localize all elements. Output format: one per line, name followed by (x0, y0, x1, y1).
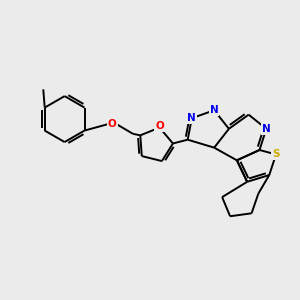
Text: O: O (155, 121, 164, 131)
Text: S: S (272, 149, 280, 159)
Text: N: N (210, 105, 219, 115)
Text: N: N (188, 113, 196, 123)
Text: O: O (108, 119, 117, 129)
Text: N: N (262, 124, 271, 134)
